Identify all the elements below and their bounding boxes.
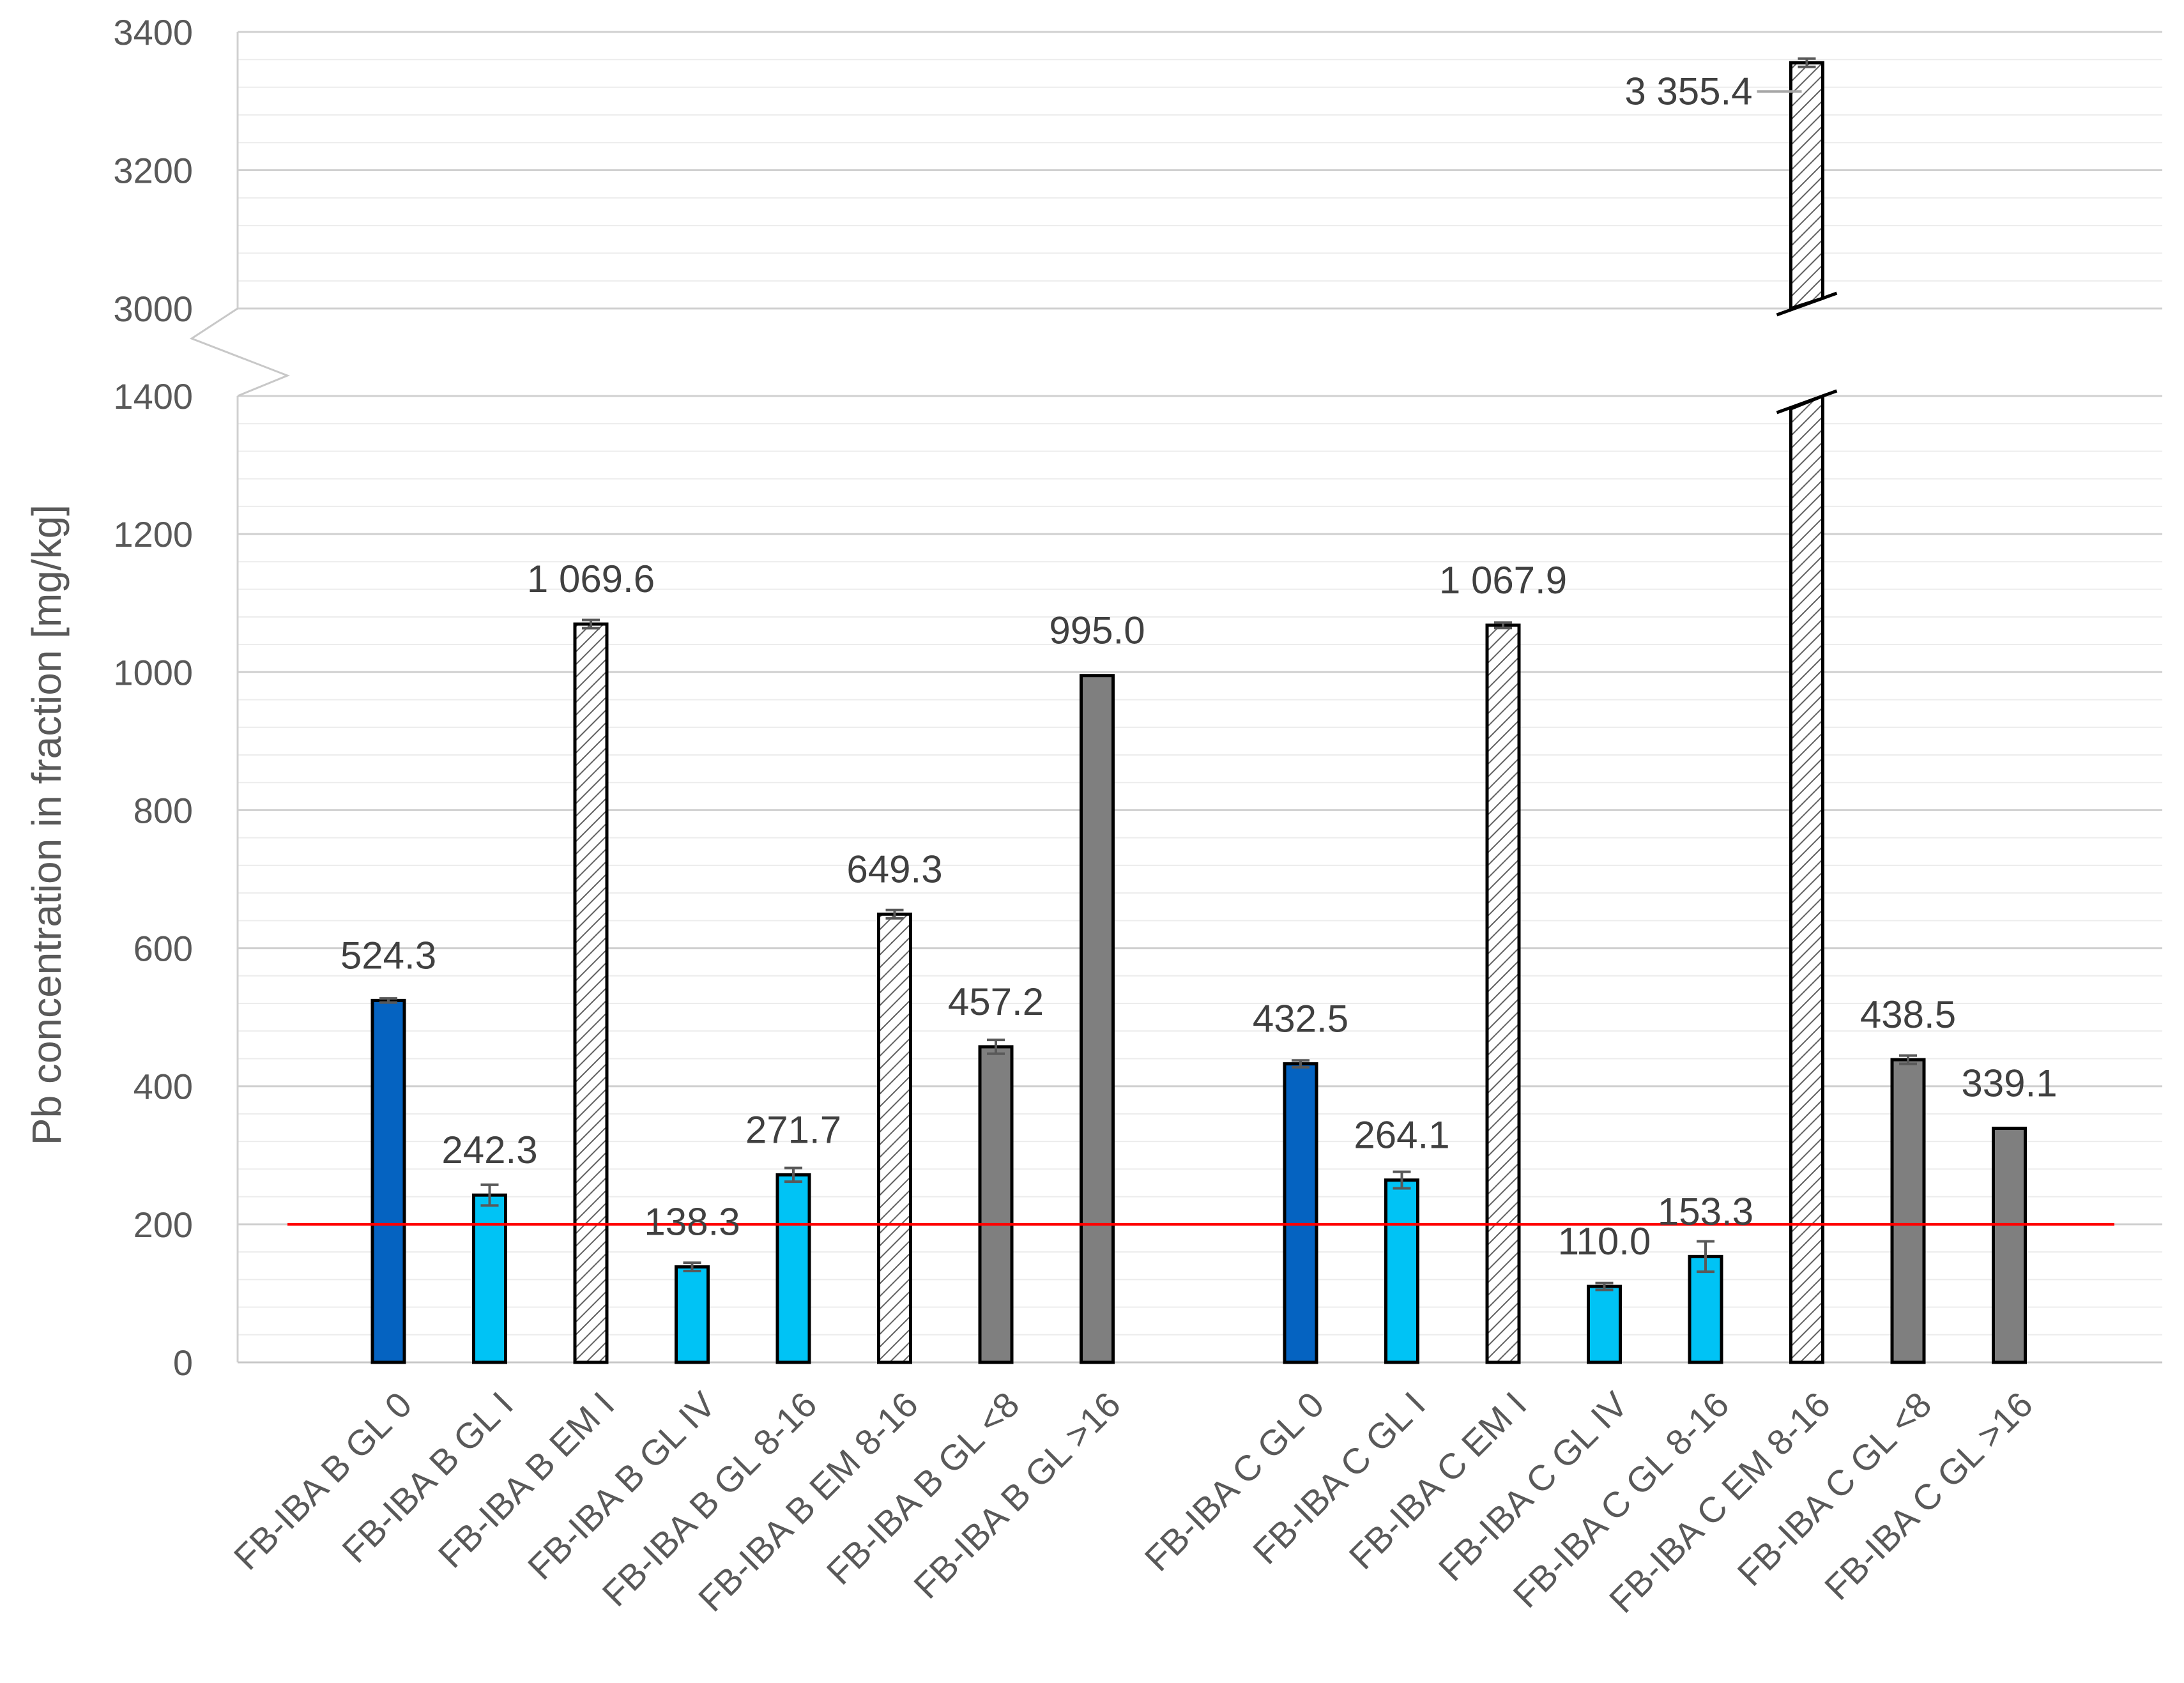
category-label: FB-IBA C EM I xyxy=(1341,1384,1534,1577)
category-label: FB-IBA B GL IV xyxy=(520,1383,724,1587)
data-label: 3 355.4 xyxy=(1624,70,1752,112)
error-bar xyxy=(784,1166,802,1184)
data-label: 153.3 xyxy=(1658,1190,1753,1233)
data-label: 438.5 xyxy=(1860,993,1956,1036)
bar xyxy=(978,1045,1014,1364)
bar xyxy=(1587,1284,1622,1364)
data-label: 264.1 xyxy=(1354,1114,1449,1157)
y-tick-label: 800 xyxy=(134,790,193,830)
bar xyxy=(775,1173,811,1364)
y-tick-label: 3000 xyxy=(113,289,193,329)
bar-break-mark xyxy=(1776,389,1838,415)
data-label: 995.0 xyxy=(1049,609,1145,652)
y-tick-label: 0 xyxy=(173,1343,193,1383)
y-tick-label: 3200 xyxy=(113,151,193,191)
bar xyxy=(675,1265,710,1364)
data-labels: 524.3 242.3 1 069.6 138.3 271.7 649.3 457.2 995… xyxy=(340,70,2058,1263)
y-tick-label: 1000 xyxy=(113,652,193,692)
category-label: FB-IBA C GL IV xyxy=(1431,1383,1636,1588)
data-label: 339.1 xyxy=(1961,1062,2057,1105)
error-bar xyxy=(1494,621,1512,630)
error-bar xyxy=(987,1039,1005,1055)
bar xyxy=(1992,1127,2027,1364)
bar xyxy=(1890,1058,1926,1364)
error-bar xyxy=(1798,57,1816,68)
error-bar xyxy=(1697,1240,1714,1274)
data-label: 242.3 xyxy=(441,1129,537,1171)
category-label: FB-IBA C GL 0 xyxy=(1137,1384,1332,1579)
bar xyxy=(370,998,406,1364)
data-label: 138.3 xyxy=(644,1201,740,1244)
bar xyxy=(1384,1178,1419,1364)
category-label: FB-IBA C GL I xyxy=(1245,1384,1433,1572)
y-tick-label: 600 xyxy=(134,929,193,969)
bar xyxy=(1688,1254,1723,1364)
category-label: FB-IBA B GL 0 xyxy=(226,1384,420,1578)
bar xyxy=(877,912,912,1364)
data-label: 110.0 xyxy=(1558,1220,1651,1263)
error-bar xyxy=(885,908,904,920)
bar xyxy=(472,1193,507,1364)
data-label: 1 069.6 xyxy=(527,558,655,600)
y-tick-label: 200 xyxy=(134,1205,193,1245)
bar xyxy=(1283,1062,1318,1364)
axis-break-marker xyxy=(189,307,291,397)
y-tick-label: 3400 xyxy=(113,12,193,52)
bar xyxy=(573,622,609,1364)
data-label: 524.3 xyxy=(340,934,436,977)
y-axis: 0 200 400 600 800 1000 1200 1400 3000 3200 3400 Pb … xyxy=(24,12,2162,1383)
y-tick-label: 1200 xyxy=(113,514,193,554)
bar-break-mark xyxy=(1776,291,1838,317)
error-bar xyxy=(1393,1170,1411,1190)
error-bar xyxy=(683,1261,701,1273)
error-bar xyxy=(480,1183,499,1207)
data-label: 649.3 xyxy=(846,848,942,890)
bars xyxy=(370,57,2027,1364)
bar xyxy=(1789,61,1824,311)
error-bar xyxy=(1595,1281,1614,1291)
y-axis-title: Pb concentration in fraction [mg/kg] xyxy=(24,505,70,1145)
y-tick-label: 400 xyxy=(134,1067,193,1107)
y-tick-label: 1400 xyxy=(113,376,193,416)
category-labels: FB-IBA B GL 0FB-IBA B GL IFB-IBA B EM IF… xyxy=(226,1383,2040,1620)
data-label: 457.2 xyxy=(948,980,1044,1023)
error-bar xyxy=(1899,1054,1917,1065)
error-bar xyxy=(1292,1059,1310,1069)
bar xyxy=(1080,674,1115,1364)
data-label: 1 067.9 xyxy=(1439,559,1567,602)
data-label: 271.7 xyxy=(745,1108,841,1151)
bar xyxy=(1789,393,1824,1364)
error-bar xyxy=(582,618,600,630)
category-label: FB-IBA B EM I xyxy=(431,1384,622,1576)
data-label: 432.5 xyxy=(1253,998,1348,1040)
bar xyxy=(1485,623,1521,1364)
error-bar xyxy=(379,997,397,1004)
